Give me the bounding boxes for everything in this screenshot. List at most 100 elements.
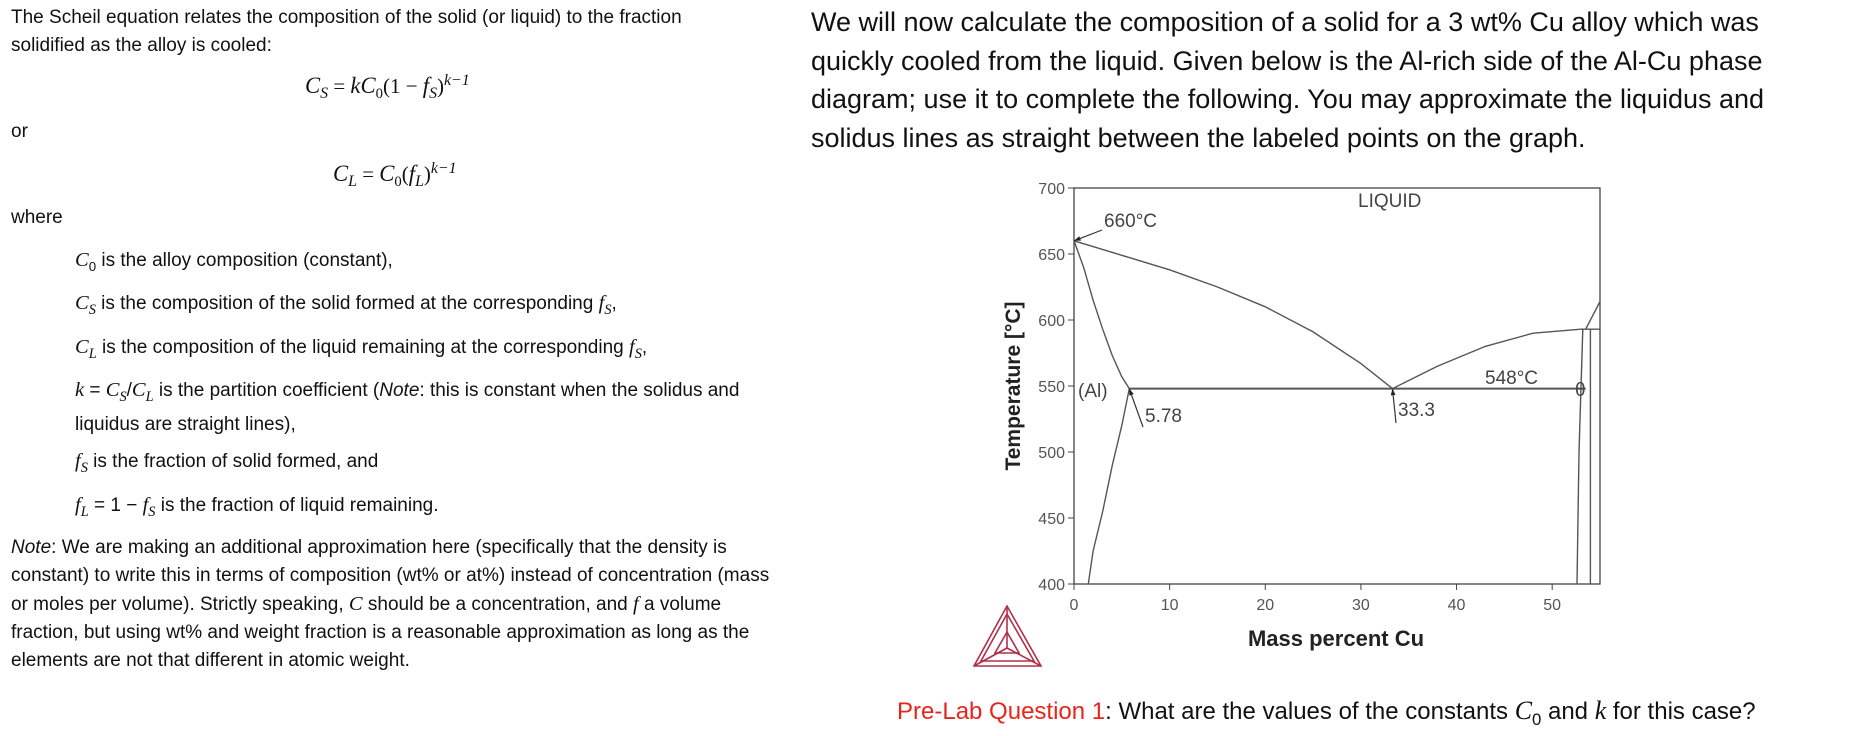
sym: k [75, 379, 85, 401]
y-tick-label: 450 [1038, 511, 1065, 528]
y-tick-label: 500 [1038, 445, 1065, 462]
phase-diagram: 400 450 500 550 600 650 700 0 10 20 30 40 50 Mass per… [972, 181, 1601, 667]
sym: f [75, 494, 81, 516]
sym: f [142, 494, 149, 516]
logo-triangle [993, 630, 1021, 654]
definition: CL is the composition of the liquid rema… [75, 333, 765, 368]
sym: C [379, 161, 395, 186]
annotation: LIQUID [1358, 191, 1421, 212]
emphasis: Note [379, 380, 420, 401]
sym: C [1514, 696, 1532, 725]
text: : We are making an additional approximat… [11, 537, 770, 615]
text: and [1541, 698, 1595, 725]
x-tick-label: 50 [1543, 597, 1561, 614]
op: ( [401, 162, 409, 186]
text: is the alloy composition (constant), [96, 250, 393, 271]
y-tick-label: 650 [1038, 247, 1065, 264]
sym: C [105, 379, 120, 401]
logo [972, 604, 1043, 667]
x-tick-label: 10 [1161, 597, 1179, 614]
y-tick-label: 600 [1038, 313, 1065, 330]
arrowhead [1390, 388, 1396, 396]
sym: C [333, 161, 349, 186]
sym: f [422, 73, 430, 98]
text: is the composition of the liquid remaini… [96, 337, 629, 358]
y-tick-label: 700 [1038, 181, 1065, 198]
x-tick-label: 20 [1256, 597, 1274, 614]
phase-boundary [1585, 301, 1601, 330]
sym: S [429, 85, 438, 103]
logo-triangle [979, 612, 1036, 662]
phase-boundary [1087, 388, 1130, 585]
sym: S [80, 459, 88, 476]
op: (1 − [382, 74, 423, 98]
sym: C [348, 593, 363, 615]
sym: C [305, 73, 321, 98]
or: or [11, 121, 28, 142]
text: , [611, 293, 617, 314]
text: , [641, 337, 648, 358]
sym: k [350, 73, 361, 98]
sym: S [148, 503, 156, 520]
sub: 0 [375, 86, 383, 103]
equation: CL = C0(fL)k−1 [333, 160, 457, 191]
op: = [356, 162, 380, 186]
sym: f [75, 450, 81, 472]
logo-triangle [972, 604, 1043, 667]
note: Note: We are making an additional approx… [11, 534, 781, 675]
sub: 0 [394, 174, 402, 191]
annotation: 660°C [1104, 211, 1157, 232]
text: : What are the values of the constants [1105, 698, 1515, 725]
sym: f [598, 292, 605, 314]
phase-boundary [1576, 329, 1584, 585]
phase-boundary [1392, 328, 1581, 390]
emphasis: Note [11, 537, 52, 558]
text: is the partition coefficient ( [153, 380, 380, 401]
op: ) [437, 74, 445, 98]
sym: f [408, 161, 416, 186]
text: a volume fraction, but using wt% and wei… [11, 594, 750, 671]
paragraph: We will now calculate the composition of… [811, 7, 1765, 153]
equation: CS = kC0(1 − fS)k−1 [305, 72, 470, 103]
text: : this is constant when the solidus and … [75, 380, 740, 435]
sym: S [634, 345, 642, 362]
sym: C [131, 379, 146, 401]
y-tick-label: 550 [1038, 379, 1065, 396]
intro: The Scheil equation relates the composit… [11, 7, 682, 56]
sym: L [415, 173, 424, 191]
sub: 0 [1531, 709, 1542, 729]
op: = [84, 380, 106, 401]
text: should be a concentration, and [362, 594, 634, 615]
sym: C [75, 336, 89, 358]
question-label: Pre-Lab Question 1 [897, 698, 1106, 725]
definition: k = CS/CL is the partition coefficient (… [75, 376, 765, 439]
logo-line [973, 647, 1008, 667]
sym: L [145, 388, 154, 405]
sym: S [88, 301, 96, 318]
sym: S [119, 388, 127, 405]
annotation: 548°C [1485, 368, 1538, 389]
sub: 0 [88, 258, 97, 274]
sym: S [604, 301, 612, 318]
where: where [11, 207, 63, 228]
op: = [328, 74, 351, 98]
annotation: 33.3 [1398, 400, 1435, 421]
x-axis-label: Mass percent Cu [1248, 626, 1424, 651]
text: is the composition of the solid formed a… [95, 293, 599, 314]
sym: L [88, 345, 97, 362]
text: is the fraction of solid formed, and [87, 451, 379, 472]
annotation: θ [1575, 380, 1586, 401]
y-tick-label: 400 [1038, 577, 1065, 594]
annotation: (Al) [1078, 381, 1108, 402]
sym: L [80, 503, 89, 520]
sym: f [633, 593, 639, 615]
annotation: 5.78 [1145, 406, 1182, 427]
x-tick-label: 40 [1448, 597, 1466, 614]
phase-boundary [1073, 240, 1393, 390]
definition: fL = 1 − fS is the fraction of liquid re… [75, 491, 765, 526]
x-tick-label: 0 [1070, 597, 1079, 614]
question: Pre-Lab Question 1: What are the values … [897, 695, 1756, 736]
arrowhead [1074, 236, 1081, 241]
text: for this case? [1606, 698, 1756, 725]
sym: C [360, 73, 376, 98]
